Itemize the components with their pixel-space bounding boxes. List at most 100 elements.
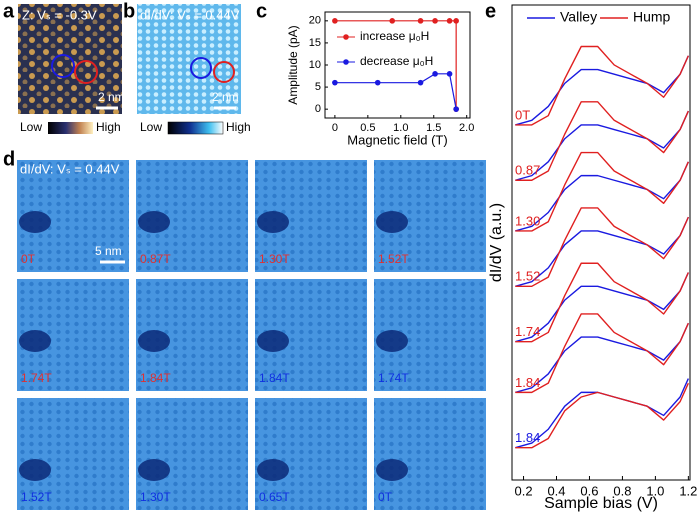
data-point [446,18,453,24]
x-axis-label: Sample bias (V) [544,495,658,512]
data-point [417,18,424,24]
data-point [332,79,338,86]
tile-label: 1.74T [21,371,52,385]
hump-curve [515,45,689,126]
x-tick-label: 0.2 [514,483,532,498]
hump-curve [515,101,689,181]
data-point [453,18,459,24]
tile-label: 0.87T [140,252,171,266]
vortex-blob [376,459,408,481]
y-axis-label: Amplitude (pA) [286,25,300,104]
stm-tile [17,398,129,510]
image-caption: dI/dV: Vₛ = 0.44V [140,7,240,22]
panel-letter: b [123,0,135,22]
curve-label: 1.74 [515,324,540,339]
colorbar-high: High [96,120,121,134]
series-line [334,73,457,110]
valley-curve [515,110,689,181]
hump-curve [515,382,689,449]
scale-label: 5 nm [95,244,122,258]
image-caption: dI/dV: Vₛ = 0.44V [20,161,120,176]
x-tick-label: 0.5 [360,122,375,134]
data-point [432,71,438,77]
curve-label: 1.30 [515,213,540,228]
x-tick-label: 1.5 [426,122,441,134]
data-point [374,79,381,86]
stm-tile [374,398,486,510]
curve-label: 0.87 [515,163,540,178]
colorbar-low: Low [20,120,42,134]
tile-label: 1.74T [378,371,409,385]
vortex-blob [138,211,170,233]
data-point [432,18,438,24]
x-tick-label: 0.4 [547,483,565,498]
valley-curve [515,322,689,394]
data-point [417,79,424,86]
tile-label: 0T [378,490,393,504]
y-tick-label: 20 [309,15,321,27]
colorbar [167,121,224,135]
legend-label: increase μ₀H [360,29,429,43]
stm-image [18,4,122,114]
vortex-blob [376,330,408,352]
data-point [389,18,396,24]
y-tick-label: 10 [309,59,321,71]
vortex-blob [19,330,51,352]
curve-label: 0T [515,107,530,122]
hump-circle [213,61,235,83]
legend-marker [343,59,349,65]
scale-label: 2 nm [98,90,125,104]
vortex-blob [257,330,289,352]
curve-label: 1.84 [515,430,540,445]
panel-letter: e [485,0,496,22]
colorbar-low: Low [140,120,162,134]
data-point [453,106,459,112]
curve-label: 1.84 [515,375,540,390]
y-axis-label: dI/dV (a.u.) [488,203,505,282]
valley-circle [190,57,212,79]
legend-label: decrease μ₀H [360,54,433,68]
valley-curve [515,216,689,287]
colorbar-high: High [226,120,251,134]
vortex-blob [19,211,51,233]
data-point [446,71,453,77]
valley-curve [515,161,689,232]
hump-curve [515,207,689,288]
tile-label: 1.84T [259,371,290,385]
stm-image [137,4,241,114]
stm-tile [136,398,248,510]
vortex-blob [19,459,51,481]
x-tick-label: 0.8 [613,483,631,498]
data-point [332,18,338,24]
image-caption: Z: Vₛ = -0.3V [22,7,97,22]
panel-letter: a [3,0,15,22]
vortex-blob [257,211,289,233]
legend-marker [343,34,349,40]
panel-letter: d [3,148,15,170]
y-tick-label: 0 [315,103,321,115]
x-tick-label: 1.0 [646,483,664,498]
legend-label: Valley [560,9,597,25]
vortex-blob [138,459,170,481]
x-tick-label: 1.0 [393,122,408,134]
valley-circle [51,54,75,78]
x-axis-label: Magnetic field (T) [347,132,447,147]
hump-curve [515,313,689,394]
stm-tile [255,398,367,510]
vortex-blob [257,459,289,481]
colorbar [48,122,93,134]
scale-label: 2 nm [212,90,239,104]
hump-curve [515,262,689,343]
plot-frame [511,4,691,481]
x-tick-label: 0.6 [580,483,598,498]
y-tick-label: 15 [309,37,321,49]
y-tick-label: 5 [315,81,321,93]
curve-label: 1.52 [515,269,540,284]
valley-curve [515,55,689,126]
hump-curve [515,151,689,232]
hump-circle [74,60,98,84]
legend-label: Hump [633,9,671,25]
tile-label: 0.65T [259,490,290,504]
x-tick-label: 0 [332,122,338,134]
